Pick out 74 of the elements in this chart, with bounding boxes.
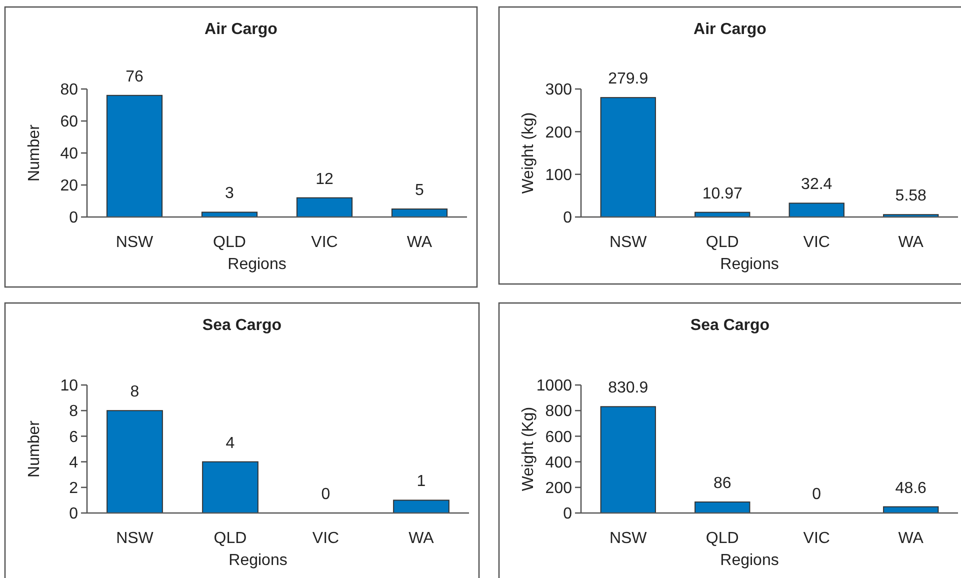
- data-label: 1: [416, 473, 426, 490]
- x-tick-label: NSW: [116, 234, 154, 251]
- x-tick-label: VIC: [803, 234, 830, 251]
- x-tick-label: NSW: [609, 234, 648, 251]
- y-axis-title: Number: [26, 124, 43, 182]
- y-tick-label: 400: [545, 454, 572, 472]
- bar: [296, 197, 353, 218]
- data-label: 5: [415, 182, 424, 199]
- y-tick-label: 1000: [536, 378, 572, 395]
- data-label: 279.9: [608, 70, 648, 88]
- x-axis-title: Regions: [720, 256, 779, 273]
- data-label: 48.6: [895, 480, 927, 497]
- x-tick-label: WA: [898, 530, 924, 547]
- x-tick-label: WA: [406, 234, 432, 251]
- bar: [106, 410, 163, 514]
- y-tick-label: 4: [69, 454, 78, 472]
- y-tick-label: 600: [545, 428, 572, 446]
- bar: [694, 501, 750, 514]
- y-tick-label: 6: [69, 428, 78, 446]
- x-tick-label: WA: [898, 234, 924, 251]
- bar: [600, 406, 656, 514]
- x-axis-title: Regions: [720, 552, 779, 569]
- y-tick-label: 300: [545, 82, 572, 99]
- data-label: 0: [812, 486, 822, 503]
- y-tick-label: 8: [69, 403, 78, 420]
- x-tick-label: QLD: [706, 530, 739, 547]
- chart-title: Air Cargo: [694, 21, 767, 38]
- data-label: 10.97: [702, 185, 742, 202]
- y-tick-label: 40: [60, 146, 78, 163]
- y-tick-label: 60: [60, 114, 78, 131]
- bar: [600, 97, 656, 218]
- data-label: 12: [316, 170, 334, 188]
- data-label: 8: [130, 384, 140, 401]
- y-tick-label: 80: [60, 82, 78, 99]
- x-tick-label: VIC: [311, 234, 338, 251]
- y-tick-label: 200: [545, 480, 572, 497]
- data-label: 86: [713, 474, 732, 492]
- bar: [788, 202, 844, 218]
- y-tick-label: 200: [545, 124, 572, 142]
- y-axis-title: Number: [26, 420, 43, 478]
- bar: [202, 461, 258, 514]
- x-tick-label: QLD: [213, 234, 246, 251]
- x-tick-label: VIC: [312, 530, 340, 547]
- x-tick-label: QLD: [214, 530, 247, 547]
- y-tick-label: 800: [545, 403, 572, 420]
- y-axis-title: Weight (kg): [520, 112, 537, 194]
- data-label: 32.4: [801, 176, 832, 194]
- data-label: 5.58: [895, 188, 927, 205]
- data-label: 4: [226, 434, 235, 452]
- data-label: 0: [321, 486, 330, 503]
- data-label: 830.9: [608, 380, 648, 397]
- y-tick-label: 100: [545, 166, 572, 184]
- y-axis-title: Weight (Kg): [520, 406, 537, 492]
- chart-title: Air Cargo: [204, 21, 278, 38]
- chart-title: Sea Cargo: [690, 317, 770, 334]
- y-tick-label: 0: [69, 210, 78, 227]
- x-axis-title: Regions: [228, 552, 288, 569]
- data-label: 3: [225, 185, 234, 202]
- y-tick-label: 10: [60, 378, 78, 395]
- x-tick-label: QLD: [706, 234, 739, 251]
- y-tick-label: 0: [69, 506, 78, 523]
- y-tick-label: 0: [563, 210, 572, 227]
- y-tick-label: 0: [563, 506, 572, 523]
- y-tick-label: 20: [60, 178, 78, 195]
- bar: [393, 500, 450, 514]
- data-label: 76: [126, 68, 144, 86]
- x-tick-label: VIC: [803, 530, 830, 547]
- bar: [106, 94, 163, 218]
- x-tick-label: WA: [408, 530, 434, 547]
- y-tick-label: 2: [69, 480, 78, 497]
- x-axis-title: Regions: [228, 256, 286, 273]
- x-tick-label: NSW: [609, 530, 648, 547]
- x-tick-label: NSW: [116, 530, 154, 547]
- chart-title: Sea Cargo: [202, 317, 282, 334]
